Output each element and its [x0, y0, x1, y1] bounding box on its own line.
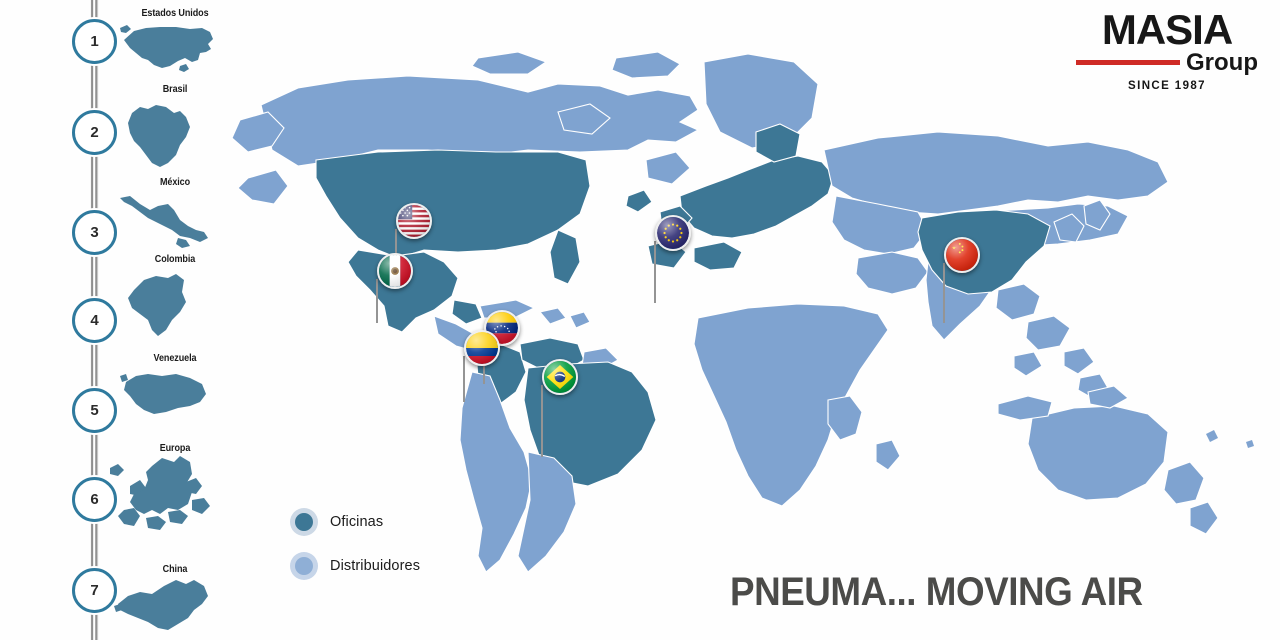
timeline-step-1[interactable]: 1 [72, 19, 117, 64]
country-label-colombia: Colombia [154, 253, 196, 265]
timeline-step-6-number: 6 [90, 491, 99, 508]
country-label-mexico: México [159, 176, 191, 188]
country-shape-colombia [122, 268, 190, 340]
timeline-step-2[interactable]: 2 [72, 110, 117, 155]
timeline-step-3-number: 3 [90, 224, 99, 241]
pin-needle [654, 241, 656, 303]
timeline-step-5-number: 5 [90, 402, 99, 419]
pin-needle [943, 263, 945, 323]
masia-group-logo: MASIA Group SINCE 1987 [1076, 6, 1258, 92]
legend-item-distribuidores: Distribuidores [290, 552, 420, 580]
world-map: .d { fill:#7FA3D0; stroke:#ffffff; strok… [228, 0, 1280, 640]
flag-co-icon [464, 330, 500, 366]
country-shape-mexico [118, 192, 210, 252]
legend-label-oficinas: Oficinas [330, 514, 384, 530]
legend-label-distribuidores: Distribuidores [330, 558, 421, 574]
flag-br-icon [542, 359, 578, 395]
map-legend: Oficinas Distribuidores [290, 508, 420, 596]
flag-cn-icon [944, 237, 980, 273]
timeline-step-3[interactable]: 3 [72, 210, 117, 255]
country-label-venezuela: Venezuela [153, 352, 197, 364]
flag-eu-icon [655, 215, 691, 251]
country-shape-china [112, 576, 212, 636]
country-shape-brazil [122, 99, 194, 171]
timeline-step-7-number: 7 [90, 582, 99, 599]
country-label-china: China [162, 563, 188, 575]
logo-wordmark: MASIA [1101, 6, 1233, 53]
pin-needle [463, 356, 465, 402]
flag-us-icon [396, 203, 432, 239]
country-label-brasil: Brasil [162, 83, 188, 95]
tagline: PNEUMA... MOVING AIR [730, 570, 1143, 614]
country-shape-europe [100, 452, 216, 538]
timeline-step-6[interactable]: 6 [72, 477, 117, 522]
timeline-step-4[interactable]: 4 [72, 298, 117, 343]
legend-item-oficinas: Oficinas [290, 508, 420, 536]
logo-since-text: SINCE 1987 [1128, 79, 1206, 92]
logo-subrow: Group [1076, 48, 1258, 76]
timeline-step-5[interactable]: 5 [72, 388, 117, 433]
country-shape-venezuela [118, 368, 210, 424]
legend-dot-distribuidores-icon [290, 552, 318, 580]
flag-mx-icon [377, 253, 413, 289]
legend-dot-oficinas-icon [290, 508, 318, 536]
logo-group-text: Group [1186, 48, 1258, 76]
world-map-svg: .d { fill:#7FA3D0; stroke:#ffffff; strok… [231, 51, 1254, 573]
logo-red-bar [1076, 60, 1180, 66]
pin-needle [376, 279, 378, 323]
country-timeline-sidebar: Estados Unidos 1 Brasil 2 México 3 [0, 0, 230, 640]
country-shape-united-states [120, 22, 216, 76]
country-label-estados-unidos: Estados Unidos [141, 7, 209, 19]
timeline-step-7[interactable]: 7 [72, 568, 117, 613]
pin-needle [541, 385, 543, 457]
country-label-europa: Europa [159, 442, 191, 454]
timeline-step-4-number: 4 [90, 312, 99, 329]
timeline-step-2-number: 2 [90, 124, 99, 141]
timeline-step-1-number: 1 [90, 33, 99, 50]
pin-needle [395, 229, 397, 263]
